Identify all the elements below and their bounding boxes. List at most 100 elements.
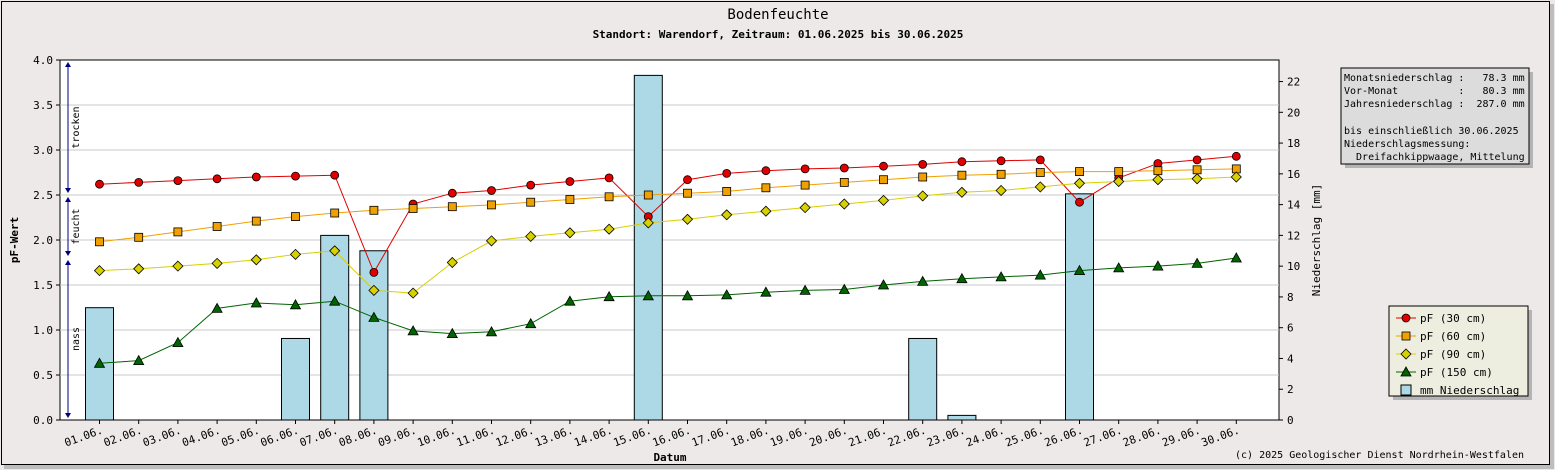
- series-marker: [1035, 168, 1045, 177]
- series-marker: [1401, 331, 1411, 341]
- x-tick-label: 20.06.: [808, 424, 850, 450]
- series-marker: [173, 227, 183, 237]
- y2-tick-label: 22: [1287, 76, 1300, 89]
- series-marker: [564, 295, 576, 306]
- series-marker: [1230, 252, 1242, 263]
- series-marker: [1191, 257, 1203, 268]
- series-marker: [368, 284, 380, 296]
- series-marker: [1231, 151, 1241, 161]
- x-tick-label: 11.06.: [455, 424, 497, 450]
- zone-arrow-head: [65, 413, 71, 418]
- x-tick-label: 07.06.: [298, 424, 340, 450]
- moisture-zones: trocken feucht nass: [65, 62, 82, 418]
- series-marker: [526, 180, 536, 190]
- series-marker: [330, 170, 340, 180]
- series-marker: [996, 169, 1006, 179]
- series-marker: [211, 257, 223, 269]
- x-tick-label: 26.06.: [1043, 424, 1085, 450]
- legend-swatch: [1400, 384, 1412, 396]
- info-line: Dreifachkippwaage, Mittelung: [1344, 152, 1525, 163]
- x-tick-label: 27.06.: [1082, 424, 1124, 450]
- series-marker: [95, 179, 104, 189]
- series-line: [99, 168, 1237, 243]
- series-marker: [330, 208, 340, 218]
- series-marker: [250, 297, 262, 308]
- series-marker: [1152, 260, 1164, 271]
- x-axis-label: Datum: [653, 451, 686, 464]
- precipitation-bar: [947, 414, 977, 421]
- series-marker: [95, 237, 104, 247]
- series-marker: [1113, 175, 1125, 188]
- zone-label: trocken: [71, 106, 82, 148]
- series-line: [99, 155, 1237, 274]
- x-axis-ticks: 01.06.02.06.03.06.04.06.05.06.06.06.07.0…: [63, 420, 1241, 450]
- zone-label: feucht: [71, 208, 82, 244]
- y2-tick-label: 0: [1287, 414, 1294, 427]
- series-marker: [526, 197, 536, 207]
- series-marker: [917, 190, 929, 202]
- series-marker: [761, 166, 771, 176]
- series-marker: [291, 171, 300, 181]
- series-marker: [408, 204, 418, 213]
- series-marker: [800, 164, 810, 174]
- series-marker: [681, 213, 694, 225]
- series-marker: [1153, 166, 1163, 176]
- y2-tick-label: 16: [1287, 168, 1300, 181]
- series-marker: [957, 157, 967, 167]
- series-marker: [1073, 264, 1086, 276]
- zone-arrow-head: [65, 251, 71, 256]
- series-marker: [93, 357, 106, 368]
- series-marker: [995, 271, 1007, 282]
- series-marker: [565, 195, 575, 204]
- series-marker: [996, 156, 1006, 166]
- series-marker: [1192, 155, 1202, 165]
- series-marker: [407, 325, 419, 336]
- series-marker: [447, 202, 457, 212]
- y2-tick-label: 10: [1287, 260, 1300, 273]
- precipitation-bar: [320, 234, 350, 421]
- frame-shadow-right: [1550, 4, 1554, 469]
- series-marker: [485, 325, 498, 337]
- chart-subtitle: Standort: Warendorf, Zeitraum: 01.06.202…: [593, 28, 964, 41]
- series-marker: [1401, 313, 1411, 323]
- x-tick-label: 01.06.: [63, 424, 105, 450]
- chart-title: Bodenfeuchte: [727, 7, 828, 23]
- series-marker: [134, 177, 144, 187]
- precipitation-bar: [908, 337, 938, 421]
- series-marker: [839, 163, 849, 173]
- x-tick-label: 22.06.: [886, 424, 928, 450]
- series-marker: [446, 256, 458, 269]
- info-box-panel: [1340, 67, 1530, 165]
- x-tick-label: 02.06.: [102, 424, 144, 450]
- series-marker: [251, 172, 261, 182]
- copyright-text: (c) 2025 Geologischer Dienst Nordrhein-W…: [1235, 450, 1524, 461]
- series-marker: [172, 260, 184, 272]
- series-marker: [642, 289, 654, 301]
- zone-arrow-head: [65, 62, 71, 67]
- x-tick-label: 24.06.: [964, 424, 1006, 450]
- series-marker: [446, 327, 458, 339]
- y2-tick-label: 4: [1287, 352, 1294, 365]
- x-tick-label: 15.06.: [612, 424, 654, 450]
- precipitation-bar: [1065, 193, 1094, 421]
- series-marker: [956, 186, 968, 198]
- series-marker: [289, 298, 302, 310]
- series-marker: [133, 263, 145, 275]
- series-marker: [369, 205, 379, 215]
- legend-label: pF (150 cm): [1420, 366, 1493, 379]
- frame-shadow-bottom: [4, 465, 1554, 469]
- series-lines: [99, 155, 1237, 364]
- x-tick-label: 28.06.: [1121, 424, 1163, 450]
- series-marker: [995, 184, 1007, 197]
- info-line: Niederschlagsmessung:: [1344, 139, 1470, 150]
- x-tick-label: 08.06.: [337, 424, 379, 450]
- series-marker: [918, 172, 928, 182]
- y2-tick-label: 6: [1287, 322, 1294, 335]
- series-marker: [839, 177, 849, 187]
- x-tick-label: 25.06.: [1004, 424, 1046, 450]
- series-marker: [1034, 269, 1046, 280]
- series-marker: [604, 192, 614, 202]
- y-tick-label: 3.5: [33, 99, 53, 112]
- info-line: Jahresniederschlag : 287.0 mm: [1344, 99, 1525, 110]
- y-tick-label: 0.5: [33, 369, 53, 382]
